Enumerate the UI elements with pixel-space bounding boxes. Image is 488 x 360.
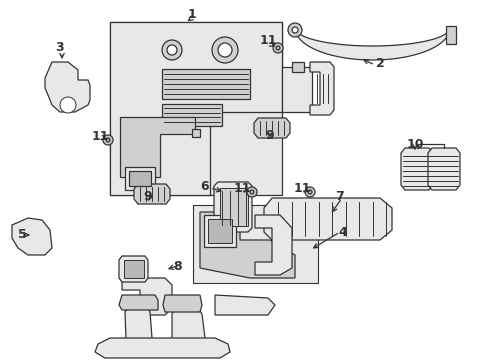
Polygon shape <box>215 295 274 315</box>
Text: 4: 4 <box>338 225 346 239</box>
Bar <box>220 188 247 226</box>
Polygon shape <box>119 295 158 310</box>
Circle shape <box>103 135 113 145</box>
Circle shape <box>307 190 311 194</box>
Polygon shape <box>125 167 155 190</box>
Text: 3: 3 <box>56 41 64 54</box>
Polygon shape <box>12 218 52 255</box>
Circle shape <box>162 40 182 60</box>
Text: 7: 7 <box>335 189 344 202</box>
Bar <box>110 22 282 195</box>
Text: 9: 9 <box>143 189 152 202</box>
Polygon shape <box>110 22 282 195</box>
Bar <box>162 104 222 126</box>
Text: 2: 2 <box>375 57 384 69</box>
Circle shape <box>60 97 76 113</box>
Text: 11: 11 <box>259 33 276 46</box>
Text: 10: 10 <box>406 138 423 150</box>
Polygon shape <box>309 62 333 115</box>
Text: 11: 11 <box>293 181 310 194</box>
Bar <box>207 219 231 243</box>
Polygon shape <box>264 198 391 240</box>
Bar <box>203 215 236 247</box>
Polygon shape <box>200 212 294 278</box>
Bar <box>445 26 455 44</box>
Bar <box>124 260 143 278</box>
Circle shape <box>291 27 297 33</box>
Polygon shape <box>214 182 251 232</box>
Bar <box>192 129 200 137</box>
Polygon shape <box>400 148 432 190</box>
Polygon shape <box>427 148 459 190</box>
Polygon shape <box>253 118 289 138</box>
Circle shape <box>305 187 314 197</box>
Text: 8: 8 <box>173 260 182 273</box>
Polygon shape <box>282 67 311 112</box>
Text: 11: 11 <box>233 181 250 194</box>
Polygon shape <box>119 256 148 282</box>
Bar <box>193 205 317 283</box>
Text: 1: 1 <box>187 8 196 21</box>
Text: 11: 11 <box>91 130 108 143</box>
Text: 9: 9 <box>265 129 274 141</box>
Polygon shape <box>163 295 202 312</box>
Polygon shape <box>122 278 172 315</box>
Polygon shape <box>120 117 195 177</box>
Text: 6: 6 <box>200 180 209 193</box>
Polygon shape <box>172 308 204 344</box>
Polygon shape <box>45 62 90 112</box>
Polygon shape <box>125 308 152 344</box>
Bar <box>129 171 151 186</box>
Circle shape <box>106 138 110 142</box>
Circle shape <box>167 45 177 55</box>
Polygon shape <box>95 338 229 358</box>
Circle shape <box>272 43 283 53</box>
Bar <box>291 62 304 72</box>
Polygon shape <box>254 215 291 275</box>
Polygon shape <box>294 28 449 60</box>
Bar <box>162 69 249 99</box>
Circle shape <box>246 187 257 197</box>
Circle shape <box>212 37 238 63</box>
Circle shape <box>275 46 280 50</box>
Text: 5: 5 <box>18 228 26 240</box>
Circle shape <box>249 190 253 194</box>
Polygon shape <box>134 184 170 204</box>
Circle shape <box>218 43 231 57</box>
Circle shape <box>287 23 302 37</box>
